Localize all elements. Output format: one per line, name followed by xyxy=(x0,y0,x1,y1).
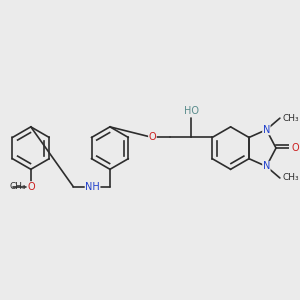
Text: O: O xyxy=(27,182,34,192)
Text: O: O xyxy=(292,143,299,153)
Text: O: O xyxy=(148,133,156,142)
Text: CH₃: CH₃ xyxy=(283,173,299,182)
Text: CH₃: CH₃ xyxy=(9,182,26,191)
Text: N: N xyxy=(263,161,270,171)
Text: NH: NH xyxy=(85,182,100,192)
Text: N: N xyxy=(263,125,270,135)
Text: CH₃: CH₃ xyxy=(283,114,299,123)
Text: HO: HO xyxy=(184,106,199,116)
